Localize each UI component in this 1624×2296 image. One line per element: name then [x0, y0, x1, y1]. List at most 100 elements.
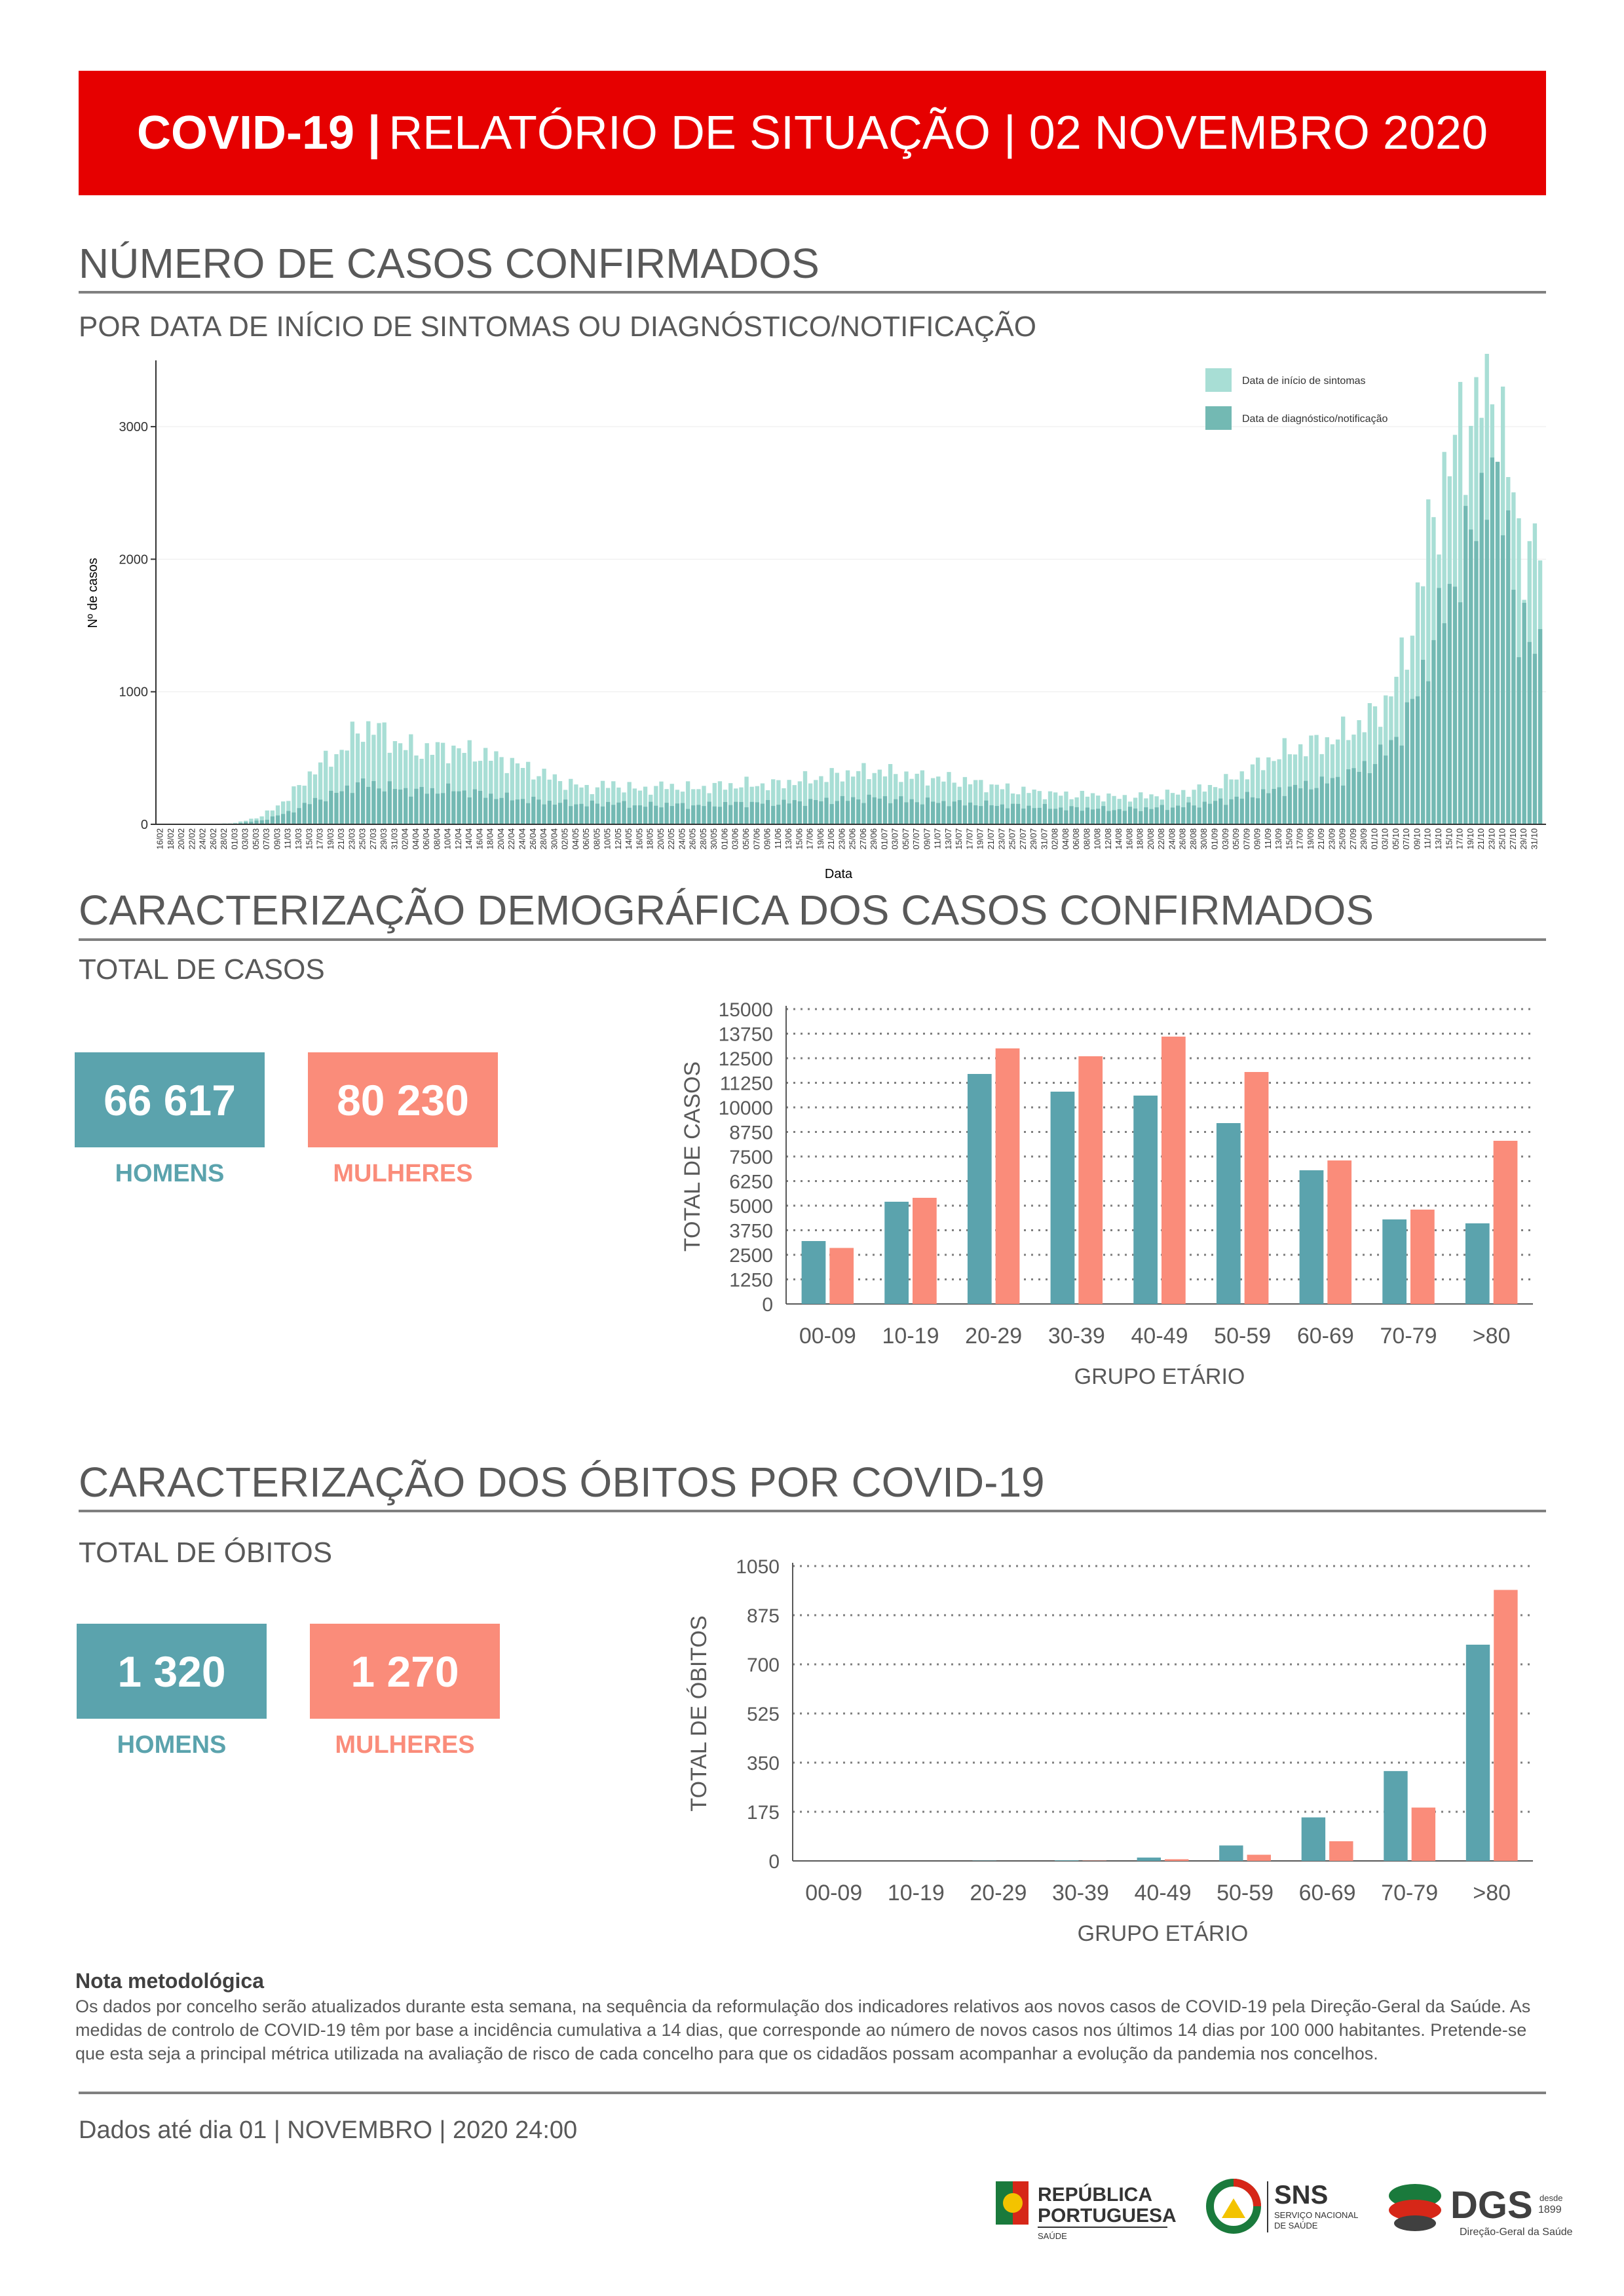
bar-diagnosis: [845, 801, 850, 824]
bar-symptom-onset: [1255, 757, 1260, 824]
daily-x-tick-label: 27/10: [1508, 828, 1518, 850]
bar-diagnosis: [717, 807, 723, 824]
svg-text:SERVIÇO NACIONAL: SERVIÇO NACIONAL: [1274, 2210, 1358, 2220]
bar-symptom-onset: [1298, 744, 1303, 824]
bar-diagnosis: [574, 804, 578, 824]
bar-diagnosis: [1005, 808, 1010, 824]
bar-diagnosis: [957, 800, 962, 824]
daily-x-tick-label: 17/07: [964, 828, 974, 850]
daily-x-tick-label: 16/02: [155, 828, 165, 850]
bar-diagnosis: [787, 803, 791, 824]
deaths-bar-women: [1411, 1807, 1436, 1861]
bar-diagnosis: [1032, 808, 1036, 824]
bar-diagnosis: [984, 800, 989, 824]
deaths-x-axis-label: GRUPO ETÁRIO: [1078, 1921, 1249, 1946]
bar-diagnosis: [1495, 461, 1500, 824]
daily-x-tick-label: 07/10: [1401, 828, 1411, 850]
section-demographics-title: CARACTERIZAÇÃO DEMOGRÁFICA DOS CASOS CON…: [79, 887, 1374, 934]
bar-diagnosis: [1500, 535, 1505, 824]
bar-diagnosis: [664, 803, 669, 824]
bar-diagnosis: [1463, 506, 1468, 824]
bar-diagnosis: [979, 806, 983, 824]
cases-y-tick-label: 15000: [719, 999, 773, 1021]
bar-diagnosis: [1426, 681, 1431, 824]
deaths-x-tick-label: 40-49: [1135, 1881, 1192, 1905]
bar-symptom-onset: [962, 776, 968, 824]
bar-diagnosis: [307, 804, 312, 824]
bar-diagnosis: [1261, 789, 1266, 824]
daily-x-tick-label: 14/08: [1114, 828, 1124, 850]
bar-diagnosis: [382, 791, 387, 824]
daily-x-tick-label: 01/07: [879, 828, 889, 850]
svg-text:SAÚDE: SAÚDE: [1038, 2231, 1067, 2241]
bar-symptom-onset: [947, 772, 951, 824]
bar-symptom-onset: [265, 810, 269, 824]
bar-diagnosis: [1410, 698, 1415, 824]
bar-symptom-onset: [670, 784, 674, 824]
daily-x-tick-label: 16/04: [474, 828, 484, 850]
bar-diagnosis: [888, 803, 893, 824]
bar-diagnosis: [270, 816, 275, 824]
daily-x-tick-label: 21/09: [1316, 828, 1326, 850]
daily-x-tick-label: 20/04: [496, 828, 506, 850]
report-header-banner: COVID-19 | RELATÓRIO DE SITUAÇÃO | 02 NO…: [79, 71, 1546, 195]
bar-diagnosis: [936, 803, 941, 824]
daily-x-tick-label: 23/06: [837, 828, 846, 850]
cases-bar-women: [913, 1198, 937, 1304]
bar-diagnosis: [622, 801, 626, 824]
cases-x-tick-label: 40-49: [1131, 1324, 1188, 1349]
bar-diagnosis: [1266, 793, 1271, 824]
section-cases-divider: [79, 291, 1546, 294]
bar-diagnosis: [1447, 584, 1452, 824]
bar-symptom-onset: [989, 784, 994, 824]
daily-x-tick-label: 20/08: [1146, 828, 1156, 850]
deaths-women-total-box: 1 270: [310, 1624, 500, 1719]
cases-bar-women: [829, 1248, 854, 1304]
bar-diagnosis: [973, 805, 978, 824]
daily-x-tick-label: 08/05: [592, 828, 601, 850]
bar-diagnosis: [1405, 702, 1409, 824]
bar-symptom-onset: [1048, 791, 1053, 824]
daily-x-tick-label: 01/06: [719, 828, 729, 850]
bar-diagnosis: [909, 799, 914, 824]
bar-symptom-onset: [1250, 764, 1255, 824]
daily-y-tick-label: 2000: [119, 552, 149, 567]
daily-chart-bars: [206, 354, 1543, 824]
daily-x-tick-label: 12/05: [613, 828, 623, 850]
daily-x-tick-label: 21/06: [826, 828, 836, 850]
bar-symptom-onset: [1005, 783, 1010, 824]
bar-diagnosis: [702, 806, 706, 824]
bar-diagnosis: [861, 803, 866, 824]
daily-x-tick-label: 15/03: [304, 828, 314, 850]
cases-x-tick-label: 00-09: [799, 1324, 856, 1349]
bar-diagnosis: [1469, 529, 1473, 824]
bar-diagnosis: [1325, 783, 1329, 824]
deaths-men-total-box: 1 320: [77, 1624, 267, 1719]
daily-x-tick-label: 11/03: [283, 828, 293, 849]
bar-symptom-onset: [292, 786, 296, 824]
daily-x-tick-label: 13/09: [1274, 828, 1283, 850]
bar-diagnosis: [1293, 784, 1298, 824]
bar-diagnosis: [1367, 773, 1372, 824]
bar-diagnosis: [1532, 653, 1538, 824]
daily-x-tick-label: 02/08: [1050, 828, 1060, 850]
bar-symptom-onset: [451, 745, 456, 824]
bar-diagnosis: [1431, 640, 1436, 824]
daily-x-tick-label: 03/03: [240, 828, 250, 850]
bar-diagnosis: [1229, 799, 1234, 824]
cases-bar-women: [995, 1048, 1020, 1304]
bar-diagnosis: [867, 794, 871, 824]
bar-symptom-onset: [819, 776, 823, 824]
section-deaths-subtitle: TOTAL DE ÓBITOS: [79, 1537, 333, 1569]
bar-diagnosis: [1415, 696, 1420, 824]
bar-diagnosis: [1160, 805, 1164, 824]
daily-x-tick-label: 01/09: [1210, 828, 1220, 850]
daily-x-tick-label: 25/07: [1008, 828, 1017, 850]
bar-diagnosis: [254, 820, 259, 824]
bar-diagnosis: [1133, 808, 1138, 824]
data-update-footer: Dados até dia 01 | NOVEMBRO | 2020 24:00: [79, 2116, 578, 2144]
bar-diagnosis: [952, 801, 956, 824]
deaths-bar-men: [1137, 1857, 1161, 1861]
deaths-bar-men: [1384, 1770, 1408, 1861]
daily-x-tick-label: 18/02: [166, 828, 176, 850]
